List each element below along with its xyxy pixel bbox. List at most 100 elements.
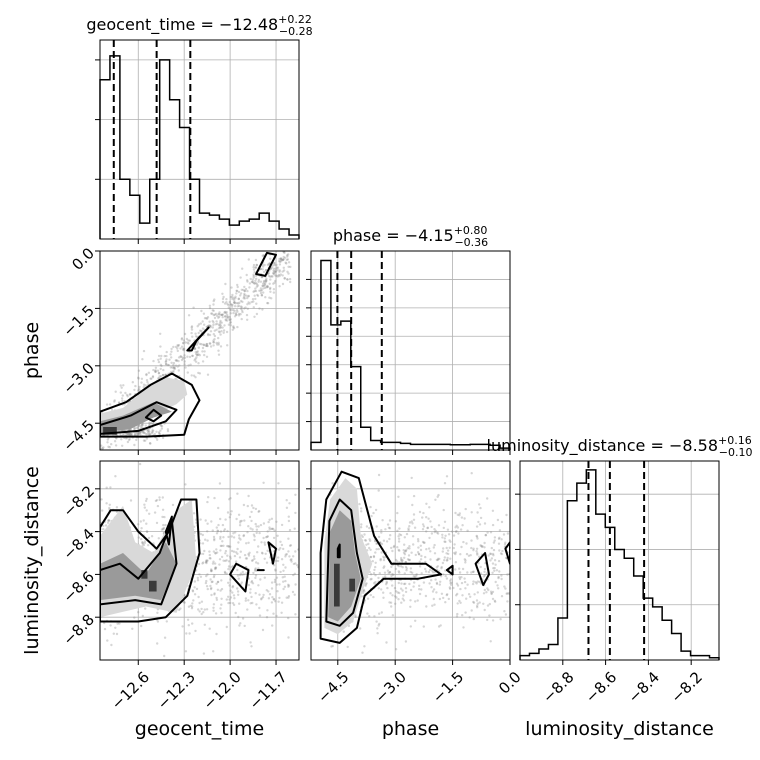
- sample-point: [159, 375, 163, 378]
- sample-point: [255, 603, 258, 606]
- sample-point: [202, 652, 206, 655]
- sample-point: [142, 543, 145, 547]
- x-axis-label-luminosity_distance: luminosity_distance: [525, 718, 714, 740]
- sample-point: [221, 313, 225, 316]
- sample-point: [235, 517, 238, 521]
- sample-point: [248, 515, 252, 519]
- y-axis-label-luminosity_distance: luminosity_distance: [21, 466, 43, 655]
- sample-point: [229, 303, 232, 306]
- sample-point: [455, 530, 458, 533]
- sample-point: [479, 544, 482, 547]
- sample-point: [196, 353, 199, 357]
- sample-point: [394, 648, 398, 651]
- sample-point: [403, 543, 406, 546]
- sample-point: [367, 542, 370, 546]
- sample-point: [228, 498, 231, 501]
- sample-point: [106, 438, 110, 441]
- sample-point: [236, 552, 239, 555]
- sample-point: [453, 543, 456, 546]
- sample-point: [431, 590, 435, 593]
- sample-point: [504, 541, 507, 544]
- sample-point: [377, 624, 380, 627]
- sample-point: [449, 578, 453, 581]
- sample-point: [218, 331, 221, 334]
- sample-point: [489, 590, 493, 593]
- sample-point: [205, 608, 209, 611]
- sample-point: [237, 290, 241, 294]
- sample-point: [237, 297, 240, 301]
- sample-point: [191, 354, 194, 357]
- sample-point: [107, 519, 110, 522]
- sample-point: [234, 611, 237, 615]
- sample-point: [172, 363, 175, 367]
- sample-point: [190, 328, 194, 331]
- sample-point: [264, 279, 267, 283]
- sample-point: [286, 254, 289, 257]
- sample-point: [261, 628, 265, 632]
- sample-point: [492, 554, 495, 557]
- sample-point: [476, 602, 479, 605]
- sample-point: [142, 385, 145, 389]
- sample-point: [284, 553, 287, 556]
- sample-point: [497, 575, 500, 579]
- sample-point: [430, 586, 433, 589]
- sample-point: [280, 258, 283, 261]
- sample-point: [506, 532, 510, 535]
- sample-point: [241, 573, 244, 576]
- sample-point: [439, 624, 442, 627]
- sample-point: [220, 555, 224, 559]
- sample-point: [402, 594, 405, 597]
- sample-point: [205, 317, 209, 320]
- sample-point: [253, 569, 257, 572]
- sample-point: [254, 297, 257, 301]
- sample-point: [259, 291, 263, 295]
- sample-point: [270, 527, 273, 531]
- sample-point: [148, 442, 152, 445]
- sample-point: [247, 525, 250, 528]
- sample-point: [196, 325, 199, 328]
- sample-point: [131, 627, 134, 630]
- sample-point: [493, 566, 496, 570]
- sample-point: [213, 298, 216, 301]
- sample-point: [255, 285, 259, 288]
- sample-point: [278, 257, 281, 261]
- sample-point: [374, 508, 378, 512]
- sample-point: [205, 344, 209, 347]
- sample-point: [436, 495, 439, 498]
- sample-point: [408, 547, 411, 550]
- sample-point: [218, 323, 222, 326]
- sample-point: [215, 314, 219, 318]
- sample-point: [366, 612, 369, 615]
- sample-point: [239, 276, 242, 279]
- sample-point: [185, 337, 189, 341]
- sample-point: [184, 483, 187, 486]
- sample-point: [162, 373, 165, 377]
- sample-point: [165, 358, 168, 361]
- sample-point: [204, 538, 207, 541]
- sample-point: [187, 342, 190, 345]
- sample-point: [285, 553, 288, 556]
- sample-point: [213, 313, 216, 316]
- sample-point: [269, 275, 272, 278]
- sample-point: [135, 426, 138, 430]
- sample-point: [439, 575, 443, 578]
- sample-point: [287, 584, 291, 587]
- sample-point: [224, 552, 227, 555]
- sample-point: [275, 583, 279, 586]
- sample-point: [475, 582, 478, 585]
- sample-point: [179, 355, 182, 358]
- sample-point: [210, 569, 213, 572]
- sample-point: [234, 560, 238, 563]
- sample-point: [189, 363, 192, 366]
- sample-point: [458, 567, 461, 570]
- sample-point: [206, 587, 209, 591]
- sample-point: [214, 551, 217, 555]
- sample-point: [277, 273, 281, 277]
- sample-point: [442, 526, 445, 530]
- sample-point: [433, 603, 436, 606]
- sample-point: [195, 343, 199, 346]
- sample-point: [220, 330, 223, 333]
- sample-point: [487, 588, 490, 592]
- sample-point: [273, 529, 276, 532]
- sample-point: [229, 312, 232, 315]
